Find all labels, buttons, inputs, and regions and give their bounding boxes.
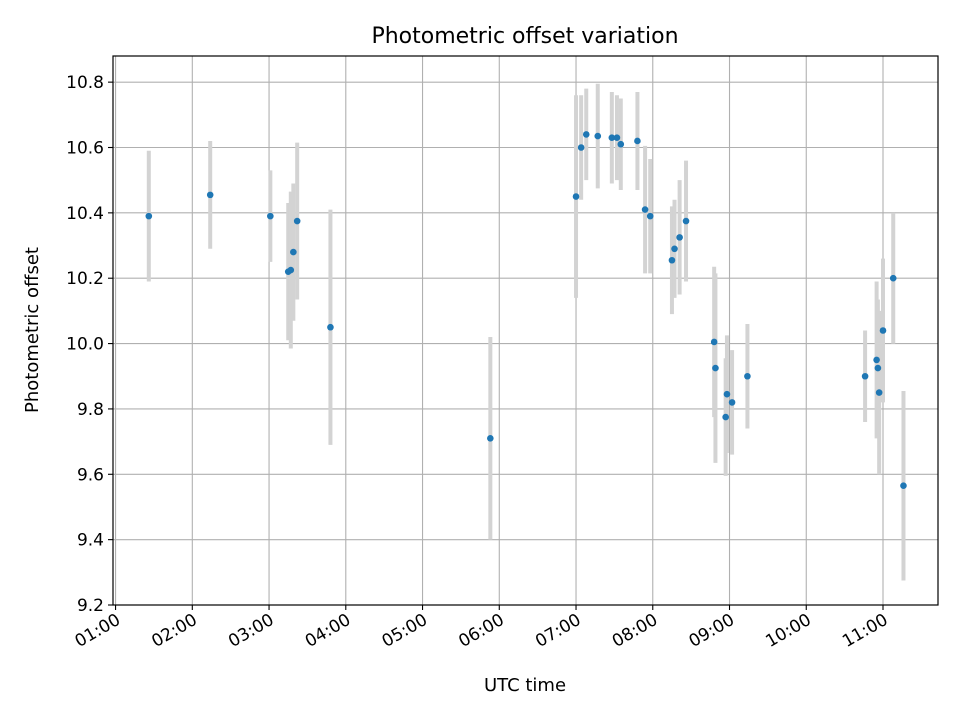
y-tick-label: 10.4 [66, 204, 104, 224]
data-point [267, 212, 274, 220]
data-point [874, 364, 882, 372]
data-point [608, 134, 616, 141]
data-point [634, 137, 641, 145]
data-point [668, 256, 676, 264]
data-point [487, 435, 494, 442]
data-point [879, 327, 887, 334]
y-tick-label: 10.8 [66, 73, 104, 93]
data-point [206, 191, 214, 199]
data-point [889, 274, 897, 282]
grid [113, 56, 938, 606]
y-tick-label: 9.8 [77, 400, 104, 420]
data-point [712, 364, 719, 372]
data-point [287, 266, 295, 274]
data-point [646, 212, 654, 220]
data-point [594, 132, 602, 140]
plot-frame [112, 55, 939, 606]
data-point [572, 193, 580, 200]
data-point [722, 413, 729, 421]
y-tick-label: 9.6 [77, 465, 104, 485]
y-tick-label: 9.2 [77, 596, 104, 616]
data-point [873, 356, 880, 364]
x-axis-label: UTC time [484, 675, 566, 696]
data-point [728, 399, 736, 406]
data-point [613, 134, 621, 141]
data-point [710, 338, 718, 346]
y-tick-label: 9.4 [77, 531, 104, 551]
data-point [582, 131, 590, 138]
data-point [861, 372, 869, 380]
data-point [875, 389, 883, 396]
data-point [577, 144, 585, 151]
y-axis-label: Photometric offset [22, 247, 43, 413]
data-point [671, 245, 678, 253]
data-point [744, 372, 751, 380]
data-point [293, 217, 301, 225]
y-tick-label: 10.0 [66, 335, 104, 355]
data-point [676, 234, 683, 241]
data-points [145, 131, 907, 490]
y-tick-label: 10.2 [66, 269, 104, 289]
y-axis: 9.2 9.4 9.6 9.8 10.0 10.2 10.4 10.6 10.8 [66, 73, 113, 616]
chart-title: Photometric offset variation [371, 24, 678, 49]
data-point [617, 140, 625, 148]
data-point [290, 248, 297, 256]
y-tick-label: 10.6 [66, 139, 104, 159]
data-point [641, 206, 649, 213]
data-point [145, 212, 153, 220]
data-point [327, 323, 334, 331]
data-point [900, 482, 907, 490]
data-point [682, 217, 690, 225]
data-point [723, 390, 731, 398]
